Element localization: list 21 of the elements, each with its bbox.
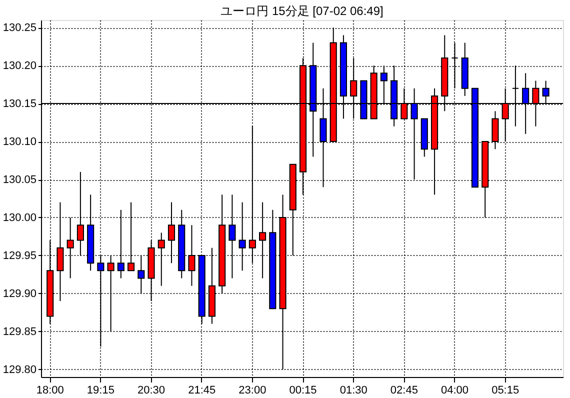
y-tick-label: 130.15 <box>2 98 36 110</box>
y-tick-label: 130.05 <box>2 174 36 186</box>
x-tick-label: 20:30 <box>138 384 166 396</box>
x-tick-label: 19:15 <box>86 384 114 396</box>
y-tick-label: 129.95 <box>2 250 36 262</box>
y-tick-label: 129.85 <box>2 326 36 338</box>
x-tick-label: 00:15 <box>289 384 317 396</box>
y-tick-label: 130.20 <box>2 60 36 72</box>
y-tick-label: 130.00 <box>2 212 36 224</box>
x-tick-label: 23:00 <box>238 384 266 396</box>
chart-title: ユーロ円 15分足 [07-02 06:49] <box>220 4 384 18</box>
x-tick-label: 18:00 <box>36 384 64 396</box>
x-tick-label: 01:30 <box>340 384 368 396</box>
y-tick-label: 129.90 <box>2 288 36 300</box>
x-tick-label: 21:45 <box>188 384 216 396</box>
x-tick-label: 04:00 <box>440 384 469 396</box>
x-tick-label: 05:15 <box>492 384 520 396</box>
y-tick-label: 130.25 <box>2 22 36 34</box>
y-tick-label: 129.80 <box>2 364 36 376</box>
x-tick-label: 02:45 <box>390 384 418 396</box>
y-tick-label: 130.10 <box>2 136 36 148</box>
